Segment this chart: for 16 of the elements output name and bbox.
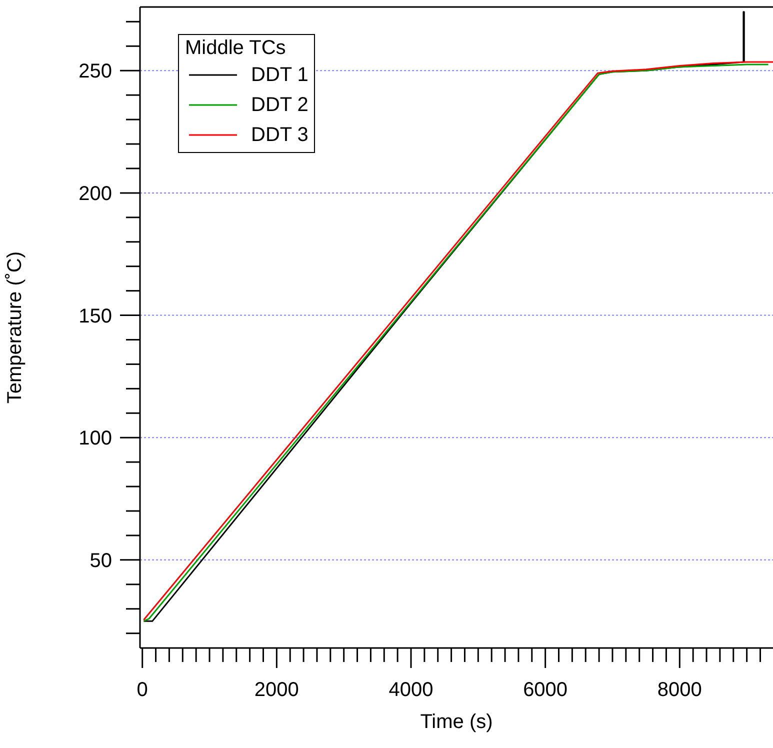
x-tick-label: 2000 [254, 679, 299, 701]
y-tick-label: 250 [78, 60, 112, 83]
y-axis-title: Temperature (˚C) [4, 251, 26, 404]
x-tick-label: 8000 [657, 679, 702, 701]
legend-label: DDT 1 [251, 63, 308, 88]
legend-label: DDT 3 [251, 123, 308, 148]
x-tick-label: 4000 [388, 679, 434, 701]
x-tick-label: 0 [136, 679, 148, 701]
y-tick-label: 100 [78, 428, 112, 450]
legend-title: Middle TCs [185, 37, 287, 60]
x-tick-label: 6000 [523, 679, 568, 701]
y-tick-label: 200 [78, 182, 112, 205]
y-tick-label: 150 [78, 305, 112, 328]
legend-label: DDT 2 [251, 93, 308, 118]
x-axis-title: Time (s) [420, 711, 493, 733]
y-tick-label: 50 [90, 550, 112, 572]
